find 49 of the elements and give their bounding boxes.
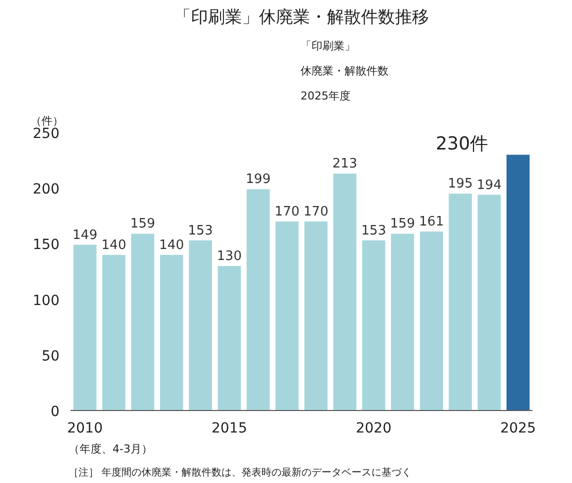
bar [506, 154, 530, 410]
bar [333, 174, 356, 410]
data-label: 149 [72, 228, 98, 243]
bar [188, 240, 212, 410]
bar [478, 194, 501, 410]
y-tick-label: 150 [32, 237, 60, 254]
bar [73, 244, 96, 410]
data-label: 130 [216, 248, 242, 264]
x-tick-label: 2025 [500, 420, 536, 436]
annotation: 230件 [436, 134, 488, 155]
bar [304, 221, 328, 410]
data-label: 159 [390, 216, 415, 232]
data-label: 159 [130, 216, 156, 232]
data-label: 140 [159, 238, 184, 253]
x-tick-label: 2020 [356, 420, 392, 436]
y-tick-label: 100 [32, 292, 60, 309]
x-axis-title: （年度、4-3月） [68, 442, 152, 456]
text: 休廃業・解散件数 [300, 64, 388, 78]
bar [102, 254, 126, 410]
data-label: 195 [448, 176, 473, 192]
bar [218, 266, 241, 410]
y-axis-title: （件） [30, 114, 64, 128]
data-label: 153 [188, 223, 213, 238]
bar [391, 234, 414, 410]
bar [448, 194, 472, 410]
x-tick-label: 2010 [67, 420, 103, 436]
bar [362, 240, 386, 410]
x-tick-label: 2015 [212, 420, 248, 436]
data-label: 199 [246, 172, 271, 188]
y-tick-label: 0 [50, 404, 60, 420]
text: 「印刷業」 [300, 40, 356, 52]
data-label: 140 [101, 238, 126, 253]
data-label: 153 [361, 223, 386, 238]
bar [160, 254, 184, 410]
bar [276, 221, 299, 410]
data-label: 170 [304, 204, 328, 220]
y-tick-label: 200 [32, 182, 60, 198]
data-label: 194 [476, 178, 502, 193]
text: ［注］ 年度間の休廃業・解散件数は、発表時の最新のデータベースに基づく [68, 466, 412, 478]
text: 2025年度 [300, 90, 350, 102]
bar [420, 231, 443, 410]
data-label: 170 [274, 204, 300, 220]
y-tick-label: 250 [32, 126, 60, 142]
data-label: 161 [419, 214, 444, 230]
data-label: 213 [332, 156, 358, 172]
bar [246, 189, 270, 410]
bar [131, 234, 154, 410]
chart-title: 「印刷業」休廃業・解散件数推移 [174, 8, 429, 28]
y-tick-label: 50 [42, 348, 60, 364]
